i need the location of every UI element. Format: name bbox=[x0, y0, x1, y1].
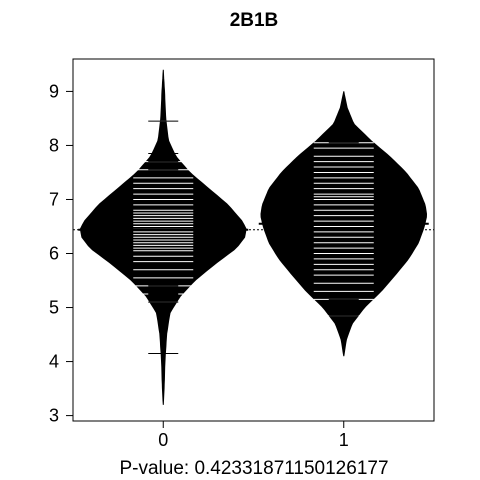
x-tick-label: 1 bbox=[339, 430, 349, 450]
chart-title: 2B1B bbox=[230, 10, 279, 31]
y-tick-label: 4 bbox=[49, 352, 59, 372]
y-tick-label: 9 bbox=[49, 81, 59, 101]
x-tick-label: 0 bbox=[158, 430, 168, 450]
axes: 3 4 5 6 7 8 9 0 1 bbox=[49, 81, 349, 450]
y-tick-label: 8 bbox=[49, 135, 59, 155]
beans-layer bbox=[73, 69, 434, 405]
x-axis-label: P-value: 0.42331871150126177 bbox=[119, 458, 388, 479]
y-tick-label: 3 bbox=[49, 406, 59, 426]
plot-frame bbox=[72, 58, 435, 422]
y-tick-label: 5 bbox=[49, 298, 59, 318]
y-tick-label: 7 bbox=[49, 189, 59, 209]
y-tick-label: 6 bbox=[49, 244, 59, 264]
